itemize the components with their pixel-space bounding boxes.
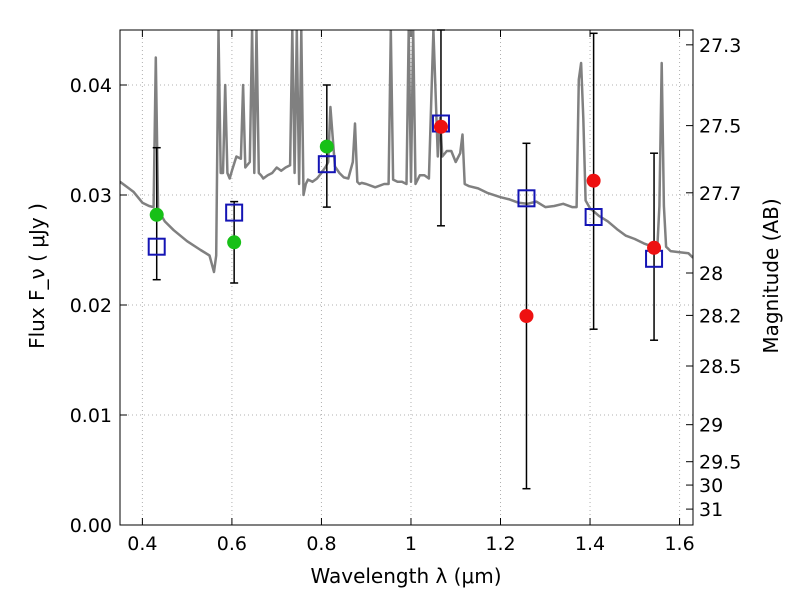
y-tick-label: 0.02 xyxy=(70,295,112,317)
mag-tick-label: 31 xyxy=(699,499,723,521)
x-tick-label: 1 xyxy=(405,533,417,555)
ticks: 0.4 0.6 0.8 1 1.2 1.4 1.6 0.00 0.01 0.02 0.03 0.04 2… xyxy=(70,30,741,555)
red-data-point xyxy=(586,173,601,188)
mag-tick-label: 29.5 xyxy=(699,452,741,474)
mag-tick-label: 27.7 xyxy=(699,183,741,205)
x-tick-label: 0.8 xyxy=(306,533,336,555)
y-tick-label: 0.00 xyxy=(70,515,112,537)
y-axis-right-label: Magnitude (AB) xyxy=(759,198,783,353)
model-square-point xyxy=(584,208,603,226)
y-tick-label: 0.01 xyxy=(70,405,112,427)
model-spectrum xyxy=(120,30,693,274)
red-data-point xyxy=(647,240,662,255)
model-square-point xyxy=(225,203,244,222)
mag-tick-label: 28.5 xyxy=(699,356,741,378)
y-axis-label: Flux F_ν ( μJy ) xyxy=(25,203,49,349)
mag-tick-label: 28 xyxy=(699,263,723,285)
x-tick-label: 1.2 xyxy=(485,533,515,555)
model-square-point xyxy=(517,189,536,208)
red-data-point xyxy=(519,309,534,323)
green-data-point xyxy=(227,235,242,250)
model-spectrum-line xyxy=(120,30,693,274)
model-square-point xyxy=(147,237,166,256)
mag-tick-label: 27.3 xyxy=(699,35,741,57)
observed-points xyxy=(149,119,662,323)
grid xyxy=(120,30,693,526)
mag-tick-label: 29 xyxy=(699,415,723,437)
x-tick-label: 1.6 xyxy=(664,533,694,555)
x-tick-label: 0.6 xyxy=(217,533,247,555)
green-data-point xyxy=(319,139,334,154)
green-data-point xyxy=(149,207,164,222)
mag-tick-label: 30 xyxy=(699,475,723,497)
mag-tick-label: 28.2 xyxy=(699,305,741,327)
plot-frame xyxy=(119,29,694,526)
red-data-point xyxy=(433,119,448,134)
mag-tick-label: 27.5 xyxy=(699,116,741,138)
y-tick-label: 0.04 xyxy=(70,75,112,97)
x-axis-label: Wavelength λ (μm) xyxy=(310,564,501,588)
model-square-point xyxy=(317,155,336,174)
x-tick-label: 1.4 xyxy=(575,533,605,555)
y-tick-label: 0.03 xyxy=(70,185,112,207)
x-tick-label: 0.4 xyxy=(127,533,157,555)
